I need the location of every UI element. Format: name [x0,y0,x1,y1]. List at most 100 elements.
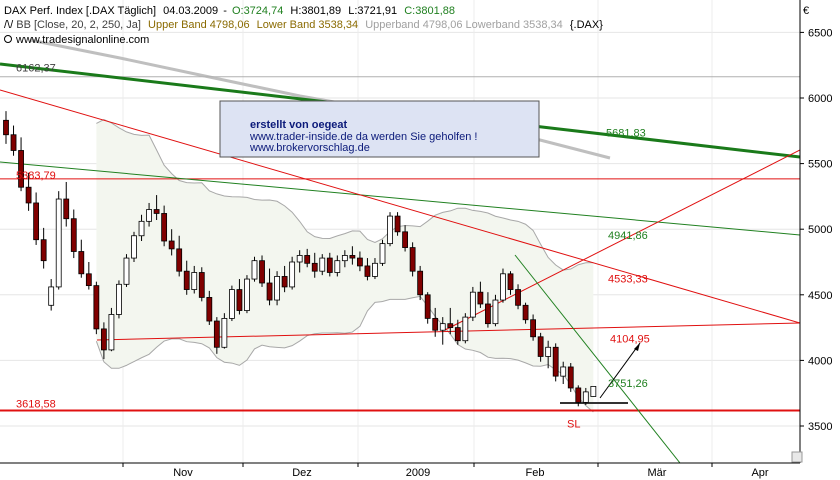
chart-header: DAX Perf. Index [.DAX Täglich] 04.03.200… [4,5,809,46]
candle-body [123,257,130,285]
candle-body [530,319,536,338]
x-axis[interactable]: Nov Dez 2009 Feb Mär Apr [0,462,800,479]
header-date: 04.03.2009 [163,5,218,17]
candle [33,192,40,245]
candle-body [379,243,386,264]
candle-body [168,240,175,250]
candle [485,292,491,328]
candle [326,252,333,277]
x-tick-label: Dez [292,467,312,479]
candle-body [266,282,273,301]
candle [447,307,454,335]
candle-body [432,318,439,331]
candle-body [100,328,107,351]
candle [206,290,213,325]
copyright-icon [4,35,12,43]
y-tick-label: 5000 [808,224,832,236]
candle [500,268,506,303]
trend-line-green-thin [0,161,800,236]
candle [221,313,228,349]
y-tick-label: 3500 [808,421,832,433]
candle-body [552,346,559,377]
annotation-line1: erstellt von oegeat [250,119,348,131]
candle-body [590,385,597,397]
header-ticker: {.DAX} [570,19,603,31]
candles [3,111,597,407]
candle-body [40,239,47,262]
candle-body [394,215,401,233]
candle [251,256,258,282]
candle [146,202,152,227]
candle [153,195,160,221]
candle [582,387,589,406]
candle-body [78,251,85,275]
header-dash: - [223,5,227,17]
header-line2: /\/ BB [Close, 20, 2, 250, Ja] Upper Ban… [4,19,603,31]
candle [55,191,62,290]
candle-body [522,304,529,321]
candle-body [304,255,311,264]
candle-body [372,262,378,277]
candle [259,255,265,287]
candle-body [477,291,484,305]
candle [575,385,582,407]
candle-body [424,294,431,319]
candle [176,235,183,277]
candle [70,209,77,259]
x-tick-label: Feb [526,467,545,479]
candle [281,265,288,293]
candle [462,313,469,344]
candle [85,262,92,290]
candle-body [341,255,348,262]
candle [402,225,408,252]
candle-body [25,186,32,204]
candle [93,281,100,335]
arrow-head [634,343,640,351]
y-axis[interactable]: 3500 4000 4500 5000 5500 6000 6500 [799,0,832,463]
candle-body [567,366,574,389]
candle-body [191,272,198,290]
header-line1: DAX Perf. Index [.DAX Täglich] 04.03.200… [4,5,455,17]
candle-body [131,235,137,259]
x-tick-label: Nov [173,467,193,479]
candle-body [221,318,228,348]
watermark: www.tradesignalonline.com [15,34,149,46]
annotation-line3: www.brokervorschlag.de [249,142,370,154]
candle-body [387,215,393,245]
candle-body [575,387,582,403]
candle-body [3,119,9,136]
candle-body [296,255,303,263]
candle-body [10,134,17,151]
upper-band-line [96,119,594,271]
candle [394,212,401,236]
candle-body [228,289,235,319]
candle [289,256,296,290]
candle-body [116,283,122,315]
header-instrument: DAX Perf. Index [.DAX Täglich] [4,5,156,17]
scroll-corner[interactable] [791,451,803,463]
candle-body [492,299,499,325]
candle [409,242,416,277]
candle-body [146,209,152,222]
header-upper-band: Upper Band 4798,06 [148,19,250,31]
header-low: L:3721,91 [348,5,397,17]
candle [3,111,9,144]
header-bb-prefix: /\/ [4,19,14,31]
candle-body [507,273,514,290]
candle [161,205,168,247]
candle [454,319,461,345]
candle-body [319,257,326,272]
candle-body [18,150,24,188]
candle-body [48,286,55,306]
y-tick-label: 4500 [808,290,832,302]
candle-body [500,273,506,301]
trend-line-green-down [514,254,681,463]
candle-body [417,270,424,296]
y-tick-label: 4000 [808,355,832,367]
header-lower-band: Lower Band 3538,34 [257,19,359,31]
candle-body [582,391,589,403]
candle-body [244,278,250,311]
candle [372,258,378,280]
